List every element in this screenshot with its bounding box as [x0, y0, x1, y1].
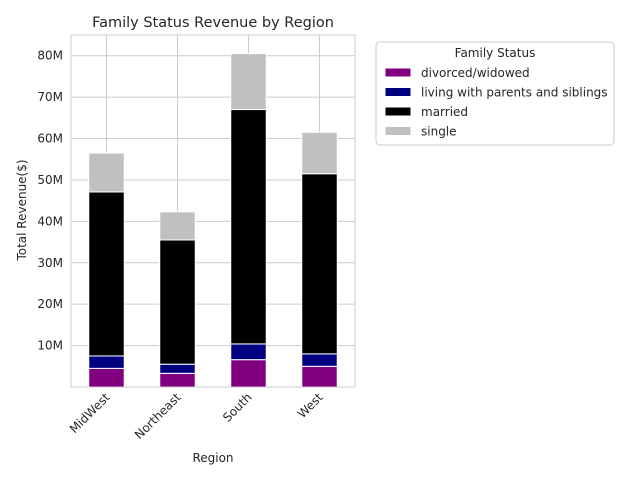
x-tick-label: Northeast [132, 390, 184, 442]
y-tick-label: 70M [37, 90, 63, 104]
legend-swatch [384, 87, 412, 97]
bar-segment [230, 359, 267, 388]
bar-segment [301, 353, 338, 367]
x-tick-label: West [295, 390, 326, 421]
bar-segment [88, 367, 125, 388]
y-tick-label: 10M [37, 339, 63, 353]
bar-segment [301, 173, 338, 355]
bar-segment [159, 239, 196, 365]
legend-label: married [421, 105, 468, 119]
x-axis-label: Region [192, 451, 233, 465]
bar-segment [230, 53, 267, 111]
plot-frame [70, 34, 356, 388]
y-tick-label: 80M [37, 49, 63, 63]
legend: Family Status divorced/widowed living wit… [375, 41, 615, 146]
legend-label: single [421, 125, 457, 139]
bar-segment [230, 109, 267, 345]
legend-label: living with parents and siblings [421, 86, 608, 100]
y-tick-label: 40M [37, 214, 63, 228]
plot-area: 10M 20M 30M 40M 50M 60M 70M 80M MidWest Northeast… [37, 34, 356, 442]
bar-segment [301, 131, 338, 175]
y-tick-label: 60M [37, 132, 63, 146]
legend-swatch [384, 126, 412, 136]
y-tick-label: 50M [37, 173, 63, 187]
legend-label: divorced/widowed [421, 66, 530, 80]
bar-segment [88, 191, 125, 357]
legend-frame [375, 41, 615, 146]
x-tick-label: MidWest [67, 390, 113, 436]
bar-segment [159, 363, 196, 374]
bar-segment [88, 355, 125, 369]
y-tick-label: 30M [37, 256, 63, 270]
bar-segment [159, 211, 196, 241]
legend-title: Family Status [455, 46, 536, 60]
bar-segment [301, 365, 338, 388]
y-axis-label: Total Revenue($) [15, 159, 29, 261]
bar-segment [88, 152, 125, 193]
y-tick-label: 20M [37, 297, 63, 311]
legend-swatch [384, 67, 412, 78]
bar-segment [230, 343, 267, 361]
legend-swatch [384, 106, 412, 117]
bar-segment [159, 372, 196, 388]
chart-title: Family Status Revenue by Region [92, 15, 334, 31]
x-tick-label: South [220, 390, 255, 425]
